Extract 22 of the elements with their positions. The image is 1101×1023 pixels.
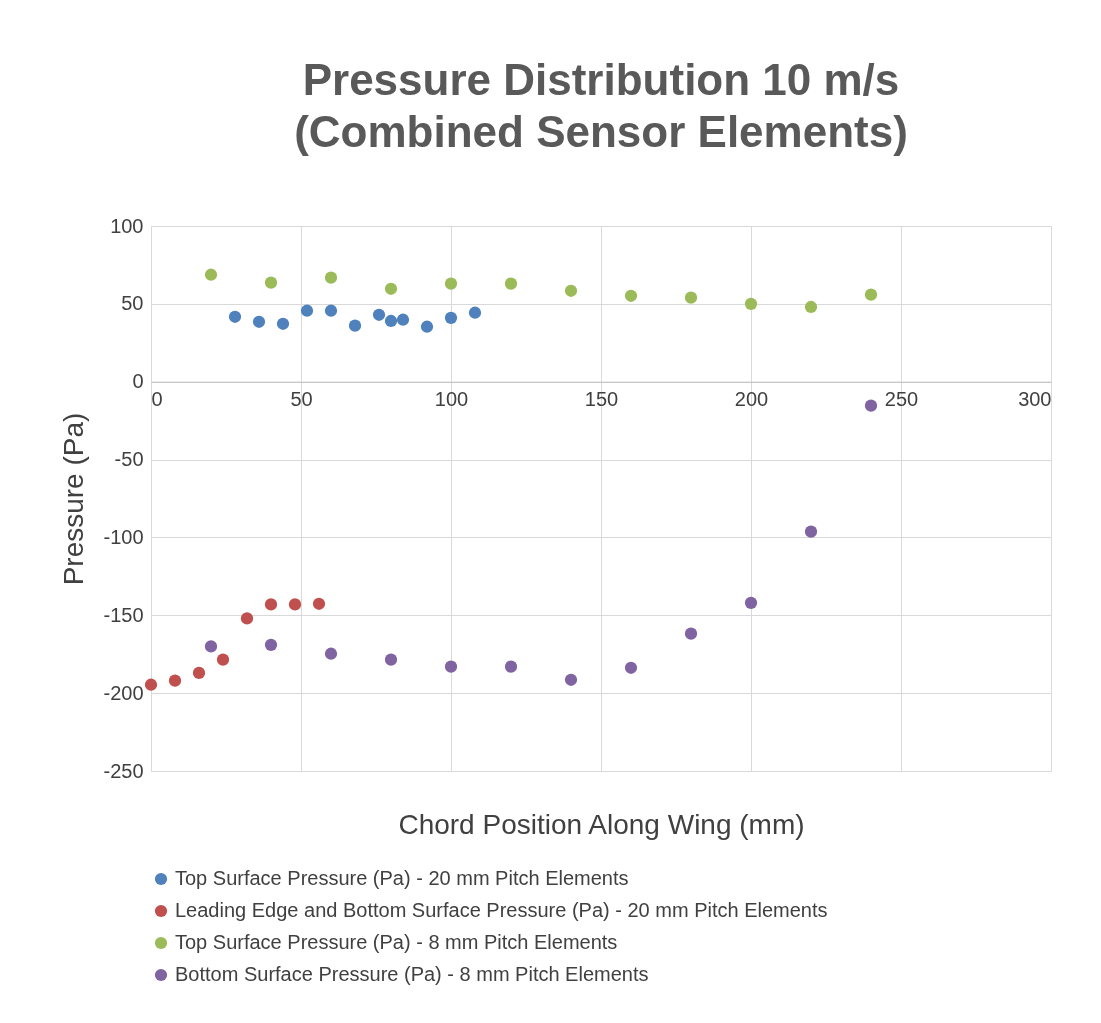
x-tick-label: 0 [151,388,163,411]
y-tick-label: -50 [114,448,144,471]
x-tick-label: 50 [290,388,313,411]
x-axis-title: Chord Position Along Wing (mm) [398,808,805,840]
y-tick-label: -150 [103,603,144,626]
x-tick-label: 300 [1018,388,1052,411]
y-tick-label: 100 [110,214,144,237]
y-tick-label: -200 [103,681,144,704]
x-tick-label: 200 [734,388,769,411]
x-tick-label: 250 [884,388,919,411]
legend-label: Top Surface Pressure (Pa) - 20 mm Pitch Elements [175,867,629,889]
x-tick-label: 100 [434,388,469,411]
x-tick-label: 150 [584,388,619,411]
y-tick-label: -250 [103,759,144,782]
y-tick-label: 50 [121,292,144,315]
legend-label: Leading Edge and Bottom Surface Pressure (Pa) - 20 mm Pitch Elements [175,899,828,921]
y-tick-label: 0 [132,370,144,393]
y-tick-label: -100 [103,525,144,548]
legend-label: Top Surface Pressure (Pa) - 8 mm Pitch Elements [175,931,618,953]
chart-title: Pressure Distribution 10 m/s (Combined Sensor Elements) [294,55,908,156]
y-axis-title: Pressure (Pa) [58,412,90,586]
legend-label: Bottom Surface Pressure (Pa) - 8 mm Pitch Elements [175,963,649,985]
